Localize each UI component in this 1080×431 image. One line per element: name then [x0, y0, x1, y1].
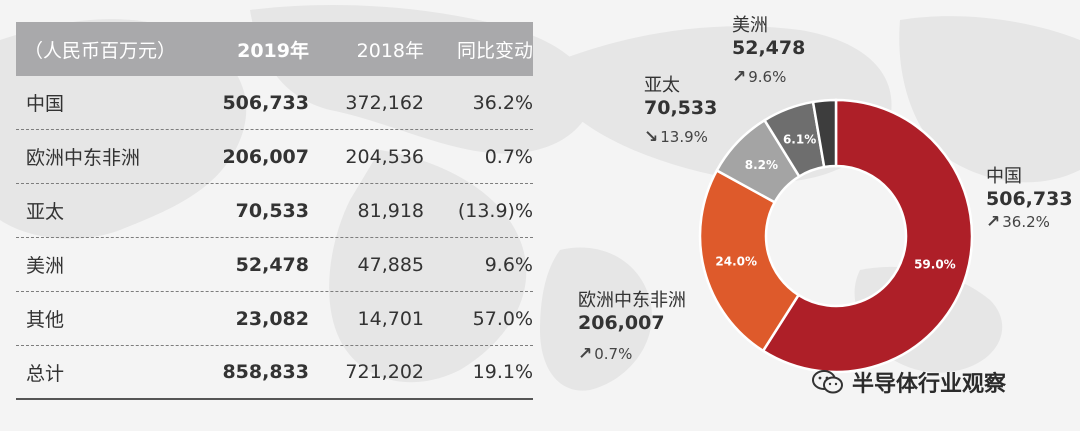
- region-cell: 其他: [26, 309, 65, 331]
- change-cell: 57.0%: [472, 307, 533, 330]
- y2018-cell: 372,162: [345, 91, 424, 114]
- callout-name: 亚太: [644, 75, 680, 96]
- change-text: 9.6%: [748, 68, 787, 86]
- slice-emea: [698, 168, 801, 353]
- table-row: 美洲 52,478 47,885 9.6%: [16, 238, 533, 292]
- region-cell: 欧洲中东非洲: [26, 147, 141, 169]
- table-row: 亚太 70,533 81,918 (13.9)%: [16, 184, 533, 238]
- arrow-up-right-icon: ↗: [732, 67, 747, 87]
- change-cell: 36.2%: [472, 91, 533, 114]
- callout-value: 206,007: [578, 312, 665, 334]
- change-cell: 9.6%: [484, 253, 533, 276]
- change-text: 0.7%: [594, 345, 633, 363]
- table-header: （人民币百万元） 2019年 2018年 同比变动: [16, 22, 533, 76]
- y2018-cell: 721,202: [345, 361, 424, 383]
- slice-china: [761, 98, 974, 374]
- header-2018: 2018年: [356, 39, 424, 62]
- callout-name: 美洲: [732, 15, 768, 36]
- change-text: 36.2%: [1002, 213, 1050, 231]
- watermark-text: 半导体行业观察: [852, 372, 1007, 397]
- table-row: 中国 506,733 372,162 36.2%: [16, 76, 533, 130]
- change-cell: (13.9)%: [457, 199, 533, 222]
- arrow-up-right-icon: ↗: [578, 344, 593, 364]
- callout-change: ↗ 9.6%: [732, 66, 805, 89]
- callout-china: 中国 506,733 ↗ 36.2%: [986, 165, 1073, 234]
- wechat-icon: [812, 370, 843, 394]
- revenue-table: （人民币百万元） 2019年 2018年 同比变动 中国 506,733 372…: [16, 22, 533, 400]
- callout-change: ↘ 13.9%: [644, 126, 717, 149]
- region-cell: 总计: [26, 362, 65, 385]
- header-2019: 2019年: [237, 39, 309, 62]
- y2018-cell: 81,918: [357, 199, 424, 222]
- region-cell: 亚太: [26, 201, 65, 223]
- table-row: 欧洲中东非洲 206,007 204,536 0.7%: [16, 130, 533, 184]
- change-cell: 19.1%: [472, 361, 533, 383]
- y2019-cell: 206,007: [222, 145, 309, 168]
- table-row-total: 总计 858,833 721,202 19.1%: [16, 346, 533, 400]
- y2018-cell: 204,536: [345, 145, 424, 168]
- callout-value: 52,478: [732, 37, 806, 59]
- y2018-cell: 14,701: [357, 307, 424, 330]
- callout-name: 欧洲中东非洲: [578, 290, 686, 311]
- region-cell: 中国: [26, 93, 65, 115]
- y2019-cell: 70,533: [235, 199, 309, 222]
- header-change: 同比变动: [456, 39, 533, 62]
- callout-americas: 美洲 52,478 ↗ 9.6%: [732, 14, 805, 89]
- callout-name: 中国: [986, 166, 1022, 187]
- callout-emea: 欧洲中东非洲 206,007 ↗ 0.7%: [578, 289, 686, 366]
- header-unit: （人民币百万元）: [24, 39, 177, 62]
- change-text: 13.9%: [660, 128, 708, 146]
- arrow-up-right-icon: ↗: [986, 212, 1001, 232]
- y2019-cell: 52,478: [235, 253, 309, 276]
- y2019-cell: 23,082: [235, 307, 309, 330]
- callout-change: ↗ 36.2%: [986, 211, 1073, 234]
- table-row: 其他 23,082 14,701 57.0%: [16, 292, 533, 346]
- y2018-cell: 47,885: [357, 253, 424, 276]
- callout-value: 70,533: [644, 97, 718, 119]
- y2019-cell: 506,733: [222, 91, 309, 114]
- y2019-cell: 858,833: [222, 361, 309, 383]
- change-cell: 0.7%: [484, 145, 533, 168]
- watermark: 半导体行业观察: [812, 366, 1006, 398]
- callout-value: 506,733: [986, 188, 1073, 210]
- callout-change: ↗ 0.7%: [578, 343, 686, 366]
- arrow-down-right-icon: ↘: [644, 127, 659, 147]
- region-cell: 美洲: [26, 255, 65, 277]
- callout-apac: 亚太 70,533 ↘ 13.9%: [644, 74, 717, 149]
- slice-other: [811, 98, 838, 169]
